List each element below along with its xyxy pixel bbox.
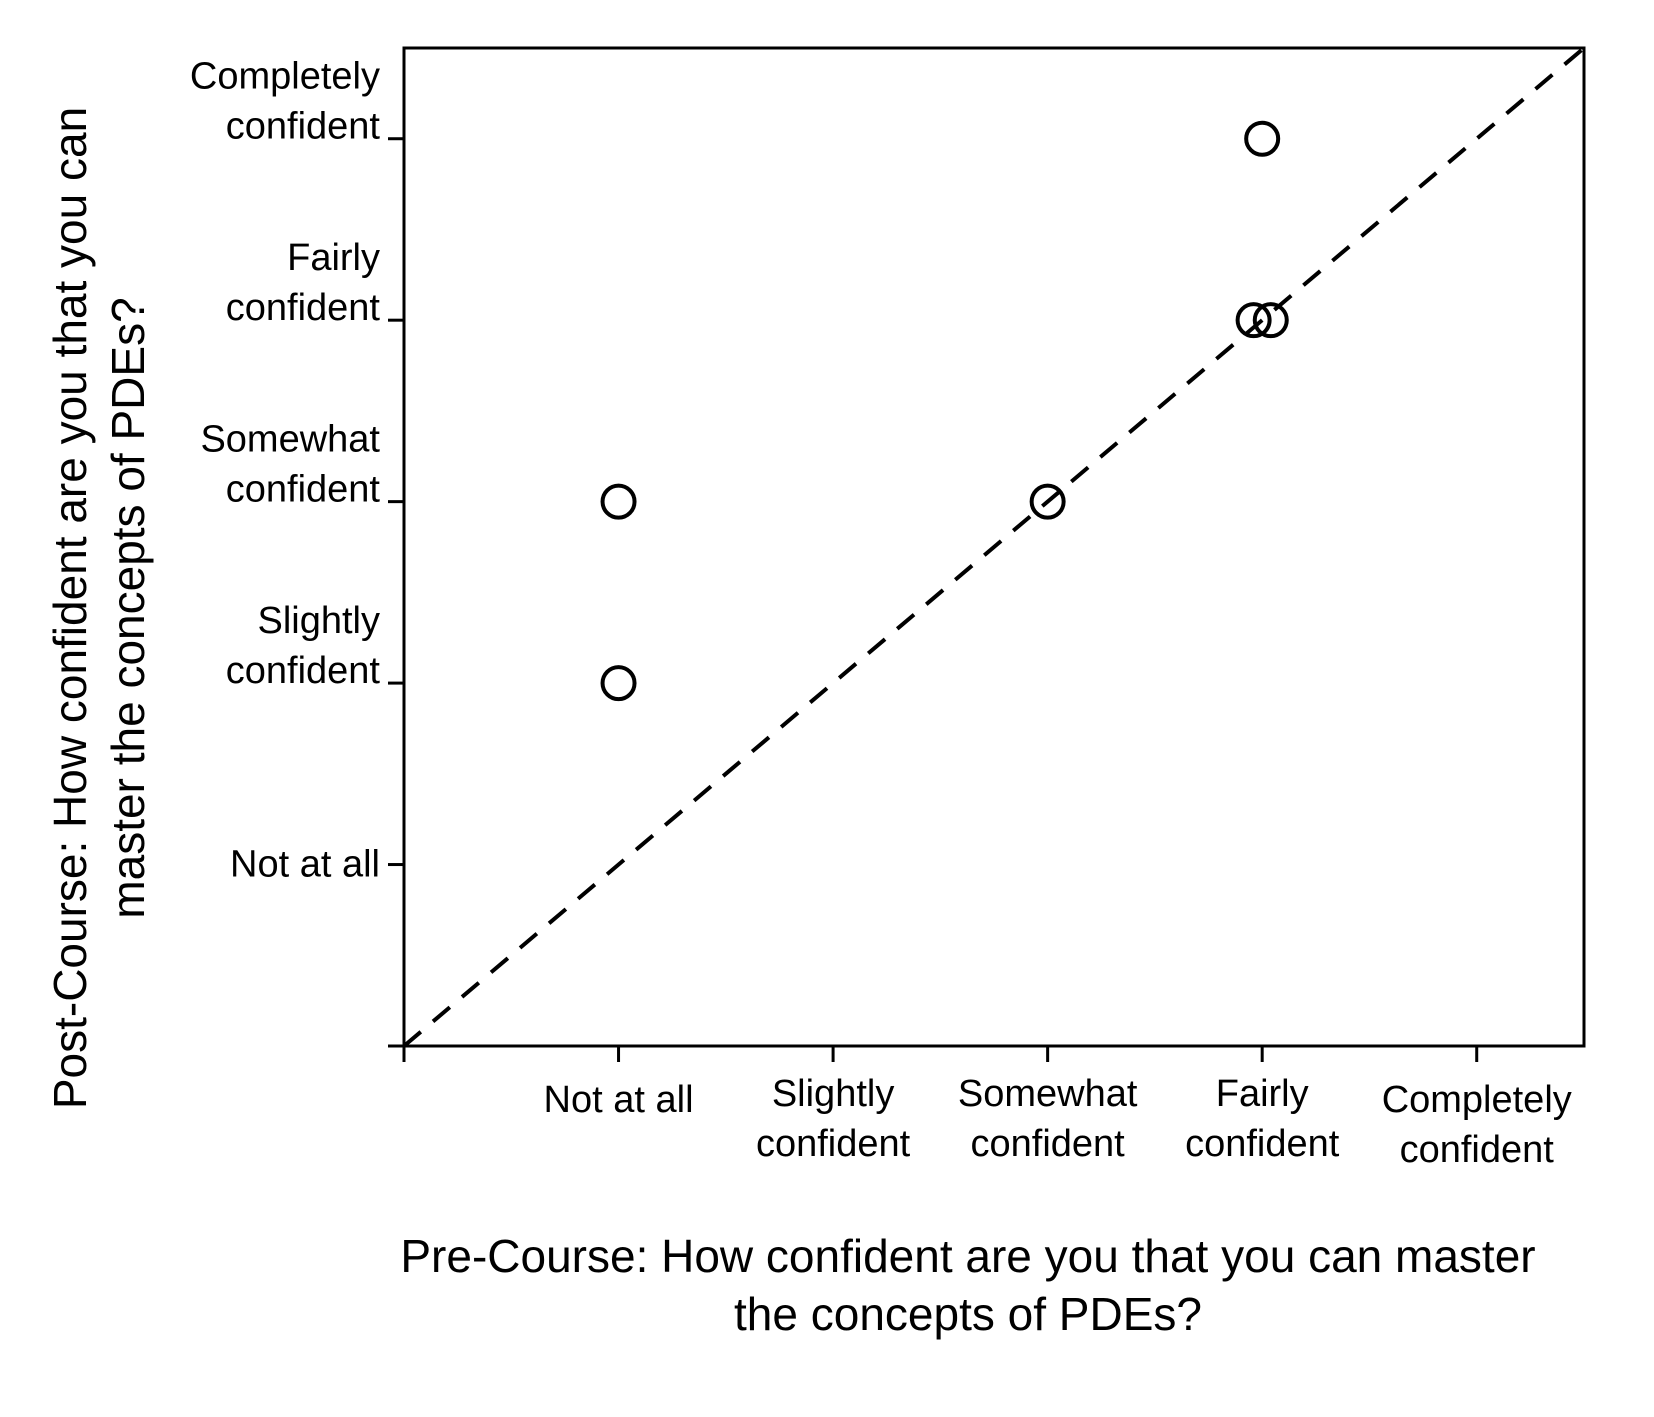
- y-axis-title: Post-Course: How confident are you that …: [44, 107, 154, 1109]
- y-tick-label: Fairly confident: [226, 237, 381, 329]
- data-point: [600, 665, 637, 702]
- y-tick-label: Somewhat confident: [200, 419, 380, 511]
- y-tick-label: Slightly confident: [226, 600, 381, 692]
- x-tick-label: Completely confident: [1382, 1079, 1572, 1171]
- x-tick-label: Fairly confident: [1185, 1073, 1340, 1165]
- data-point: [1252, 302, 1289, 339]
- plot-frame: [402, 46, 1586, 1048]
- x-tick-label: Not at all: [544, 1079, 694, 1121]
- identity-reference-line: [402, 46, 1586, 1048]
- y-tick-label: Not at all: [230, 844, 380, 886]
- data-point: [600, 483, 637, 520]
- x-axis: Not at all Slightly confident Somewhat confi…: [402, 1046, 1572, 1171]
- y-tick-label: Completely confident: [190, 56, 381, 148]
- data-points: [600, 120, 1289, 702]
- y-axis: Not at all Slightly confident Somewhat confi…: [190, 56, 404, 1048]
- x-tick-label: Slightly confident: [756, 1073, 911, 1165]
- x-axis-title: Pre-Course: How confident are you that y…: [400, 1230, 1535, 1340]
- x-tick-label: Somewhat confident: [958, 1073, 1138, 1165]
- data-point: [1029, 483, 1066, 520]
- data-point: [1235, 302, 1272, 339]
- data-point: [1244, 120, 1281, 157]
